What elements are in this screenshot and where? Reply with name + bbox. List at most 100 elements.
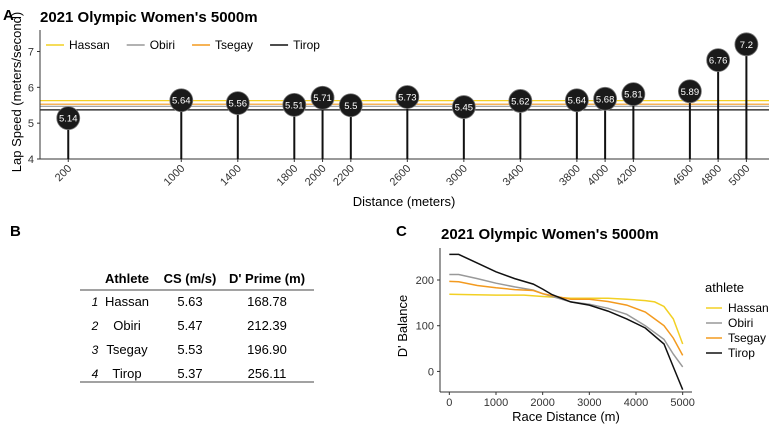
- x-tick-label: 5000: [670, 397, 694, 409]
- athlete-name: Tirop: [112, 366, 141, 381]
- lollipop-value-label: 5.68: [596, 94, 615, 105]
- x-tick-label: 4000: [585, 163, 611, 189]
- dprime-x-label: Race Distance (m): [512, 409, 620, 424]
- y-tick-label: 7: [28, 47, 34, 59]
- x-tick-label: 3000: [577, 397, 601, 409]
- x-tick-label: 200: [53, 163, 74, 184]
- legend-label-obiri: Obiri: [150, 38, 175, 52]
- legend-label-tirop: Tirop: [728, 346, 755, 360]
- x-tick-label: 1000: [162, 163, 188, 189]
- lap-speed-axes: 4 5 6 7 200 1000 1400 1800 2000 2200 2600 3000 3400 3…: [28, 30, 769, 188]
- lollipop-dot: [706, 48, 731, 72]
- lollipop-dot: [508, 89, 533, 113]
- x-tick-label: 4000: [624, 397, 648, 409]
- lollipop-value-label: 5.64: [568, 96, 587, 107]
- athlete-name: Obiri: [113, 318, 141, 333]
- lollipop-value-label: 6.76: [709, 56, 728, 67]
- legend-label-hassan: Hassan: [728, 301, 769, 315]
- lollipop-value-label: 5.45: [455, 103, 474, 114]
- dprime-y-label: D' Balance: [395, 295, 410, 357]
- x-tick-label: 2000: [303, 163, 329, 189]
- panel-label-a: A: [3, 7, 14, 24]
- y-tick-label: 5: [28, 118, 34, 130]
- lollipop-value-label: 5.51: [285, 100, 304, 111]
- row-number: 3: [92, 343, 99, 357]
- dprime-legend-title: athlete: [705, 280, 744, 295]
- x-tick-label: 4800: [698, 163, 724, 189]
- lollipop-dot: [621, 82, 646, 107]
- legend-label-obiri: Obiri: [728, 316, 753, 330]
- dprime-lines: [449, 253, 684, 390]
- lollipop-dot: [564, 88, 589, 113]
- legend-label-tsegay: Tsegay: [215, 38, 253, 52]
- x-tick-label: 3800: [557, 163, 583, 189]
- x-tick-label: 2000: [530, 397, 554, 409]
- dprime-value: 212.39: [247, 318, 287, 333]
- y-tick-label: 0: [428, 366, 434, 378]
- lap-speed-y-label: Lap Speed (meters/second): [9, 12, 24, 172]
- cs-value: 5.63: [177, 294, 202, 309]
- row-number: 1: [92, 295, 99, 309]
- lap-speed-legend: Hassan Obiri Tsegay Tirop: [46, 38, 320, 52]
- lap-speed-title: 2021 Olympic Women's 5000m: [40, 9, 258, 26]
- lollipop-dot: [734, 32, 759, 57]
- legend-label-tirop: Tirop: [293, 38, 320, 52]
- table-header-dprime: D' Prime (m): [229, 271, 305, 286]
- y-tick-label: 4: [28, 154, 34, 166]
- x-tick-label: 1400: [218, 163, 244, 189]
- lap-speed-marks: 5.14 5.64 5.56 5.51 5.71 5.5 5.73 5.45 5.62 5.64 5…: [56, 32, 759, 159]
- lap-speed-chart: 2021 Olympic Women's 5000m Hassan Obiri Ts…: [9, 9, 769, 209]
- x-tick-label: 4600: [670, 163, 696, 189]
- lollipop-value-label: 5.73: [398, 93, 417, 104]
- lollipop-value-label: 5.64: [172, 96, 191, 107]
- x-tick-label: 5000: [727, 163, 753, 189]
- y-tick-label: 100: [416, 321, 434, 333]
- lollipop-dot: [56, 106, 81, 131]
- lollipop-value-label: 5.62: [511, 96, 530, 107]
- lollipop-dot: [677, 79, 702, 104]
- dprime-value: 256.11: [248, 366, 287, 381]
- x-tick-label: 2600: [388, 163, 414, 189]
- dprime-title: 2021 Olympic Women's 5000m: [441, 226, 659, 243]
- athlete-name: Hassan: [105, 294, 149, 309]
- lollipop-dot: [593, 86, 618, 111]
- x-tick-label: 1800: [275, 163, 301, 189]
- lollipop-value-label: 5.5: [344, 101, 357, 112]
- lollipop-dot: [169, 88, 194, 113]
- lap-speed-x-label: Distance (meters): [353, 194, 456, 209]
- lollipop-value-label: 5.71: [313, 93, 332, 104]
- x-tick-label: 3400: [501, 163, 527, 189]
- row-number: 2: [91, 319, 99, 333]
- table-header-athlete: Athlete: [105, 271, 149, 286]
- lollipop-value-label: 7.2: [740, 40, 753, 51]
- x-tick-label: 2200: [331, 163, 357, 189]
- lollipop-value-label: 5.81: [624, 90, 643, 101]
- lollipop-value-label: 5.56: [229, 99, 248, 110]
- series-line-obiri: [449, 273, 684, 368]
- lollipop-dot: [282, 92, 307, 117]
- lollipop-dot: [225, 91, 250, 115]
- lollipop-dot: [310, 85, 335, 110]
- legend-label-tsegay: Tsegay: [728, 331, 766, 345]
- series-line-tirop: [449, 253, 684, 390]
- table-body: 1 Hassan 5.63 168.78 2 Obiri 5.47 212.39 3 Tsegay…: [91, 294, 287, 381]
- series-line-tsegay: [449, 280, 684, 356]
- x-tick-label: 4200: [614, 163, 640, 189]
- dprime-value: 196.90: [247, 342, 287, 357]
- row-number: 4: [92, 367, 99, 381]
- x-tick-label: 3000: [444, 163, 470, 189]
- y-tick-label: 6: [28, 82, 34, 94]
- cs-value: 5.37: [177, 366, 202, 381]
- athlete-name: Tsegay: [106, 342, 148, 357]
- lollipop-value-label: 5.89: [681, 87, 700, 98]
- lollipop-dot: [451, 95, 476, 119]
- athlete-table: Athlete CS (m/s) D' Prime (m) 1 Hassan 5.6…: [80, 271, 314, 383]
- lollipop-dot: [395, 85, 420, 109]
- lollipop-value-label: 5.14: [59, 114, 78, 125]
- y-tick-label: 200: [416, 275, 434, 287]
- panel-label-c: C: [396, 223, 407, 240]
